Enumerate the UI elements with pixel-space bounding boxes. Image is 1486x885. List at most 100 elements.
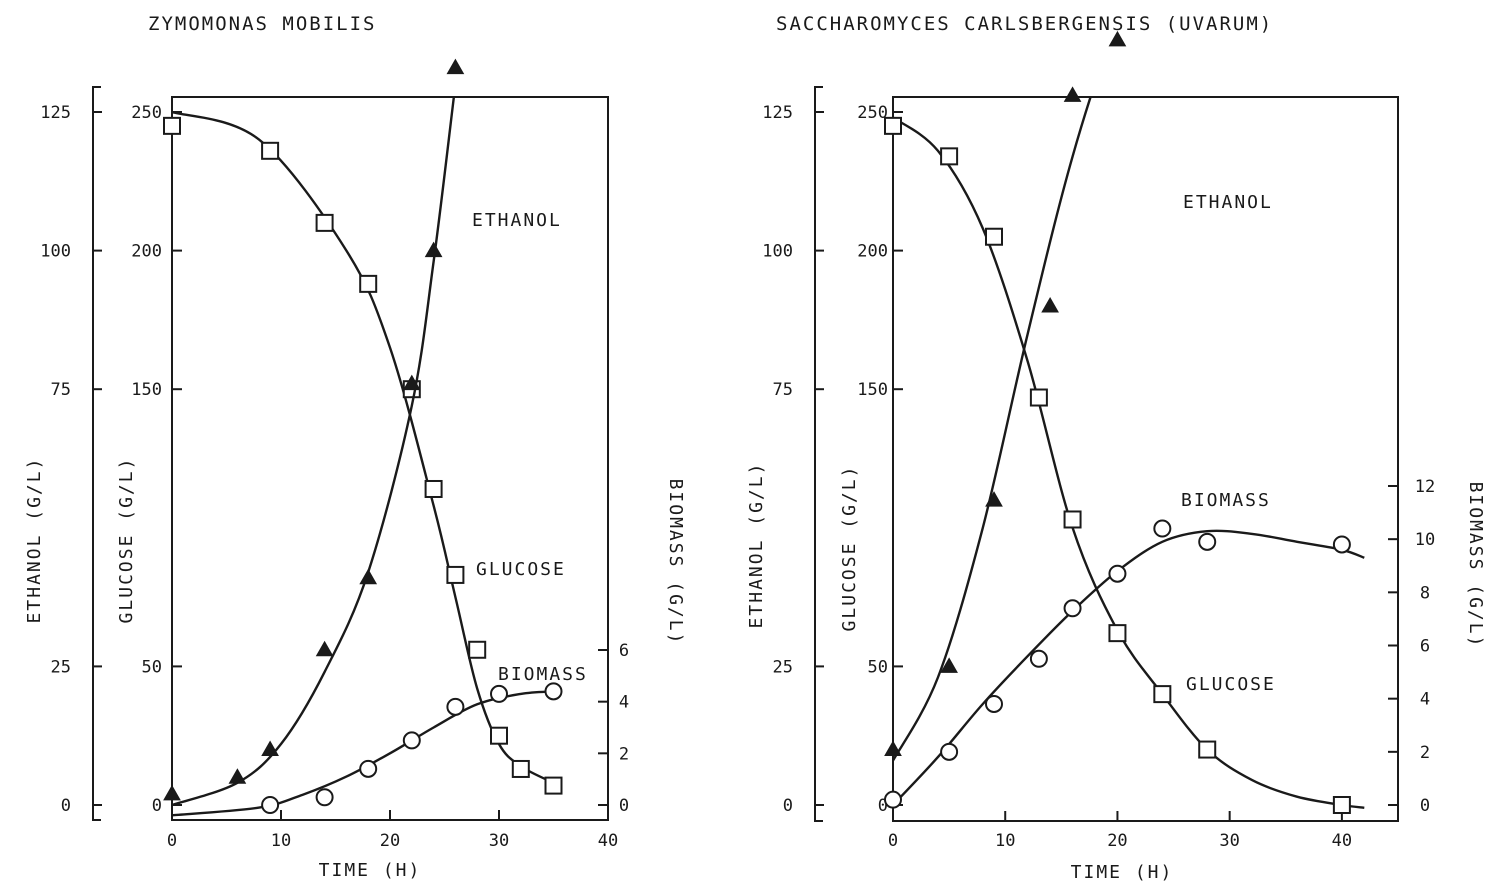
biomass-annotation: BIOMASS (498, 664, 588, 685)
glucose-point (1153, 685, 1172, 704)
panel-zymomonas: ZYMOMONAS MOBILIS ETHANOL (G/L) GLUCOSE … (24, 13, 686, 881)
glucose-tick-label: 250 (131, 103, 162, 123)
biomass-point (1198, 532, 1217, 551)
glucose-fit-curve (172, 110, 555, 784)
biomass-point (544, 682, 563, 701)
ethanol-tick-label: 100 (40, 242, 71, 262)
biomass-point (1332, 535, 1351, 554)
ethanol-tick-label: 75 (773, 380, 793, 400)
ethanol-axis-line (814, 86, 823, 822)
panel-saccharomyces: SACCHAROMYCES CARLSBERGENSIS (UVARUM) ET… (746, 13, 1486, 883)
biomass-tick-label: 0 (1420, 796, 1430, 816)
glucose-tick-label: 200 (857, 242, 888, 262)
ethanol-annotation: ETHANOL (1183, 192, 1273, 213)
glucose-fit-curve (893, 116, 1365, 809)
ethanol-point (163, 784, 181, 801)
biomass-point (1063, 599, 1082, 618)
biomass-axis-label: BIOMASS (G/L) (1465, 482, 1486, 649)
ethanol-tick-label: 125 (40, 103, 71, 123)
ethanol-point (884, 740, 902, 757)
glucose-tick-label: 200 (131, 242, 162, 262)
glucose-tick-label: 50 (142, 657, 162, 677)
biomass-point (261, 796, 280, 814)
glucose-point (261, 141, 280, 160)
glucose-point (359, 274, 378, 293)
glucose-annotation: GLUCOSE (1186, 674, 1276, 695)
ethanol-axis-label: ETHANOL (G/L) (746, 462, 767, 629)
glucose-point (163, 116, 181, 135)
glucose-tick-label: 150 (857, 380, 888, 400)
ethanol-point (1063, 86, 1082, 102)
biomass-tick-label: 8 (1420, 583, 1430, 603)
glucose-tick-label: 50 (868, 657, 888, 677)
ethanol-axis-label: ETHANOL (G/L) (24, 457, 45, 624)
x-axis-label: TIME (H) (319, 860, 422, 881)
glucose-point (1029, 388, 1048, 407)
biomass-point (359, 759, 378, 778)
ethanol-tick-label: 25 (51, 657, 71, 677)
ethanol-point (402, 374, 421, 391)
biomass-point (884, 790, 902, 809)
biomass-fit-curve (172, 690, 554, 817)
biomass-annotation: BIOMASS (1181, 490, 1271, 511)
ethanol-point (359, 568, 378, 585)
biomass-point (315, 788, 334, 807)
ethanol-point (985, 491, 1003, 507)
glucose-point (446, 565, 465, 584)
glucose-tick-label: 0 (878, 796, 888, 816)
ethanol-point (228, 768, 247, 784)
glucose-point (544, 776, 563, 795)
glucose-point (940, 147, 959, 166)
glucose-annotation: GLUCOSE (476, 559, 566, 580)
x-tick-label: 0 (888, 831, 898, 851)
biomass-tick-label: 6 (1420, 637, 1430, 657)
x-tick-label: 30 (1219, 831, 1239, 851)
glucose-point (1108, 624, 1127, 643)
glucose-tick-label: 0 (152, 796, 162, 816)
biomass-point (940, 742, 959, 761)
x-tick-label: 0 (167, 831, 177, 851)
biomass-axis-label: BIOMASS (G/L) (665, 479, 686, 646)
x-tick-label: 30 (489, 831, 509, 851)
glucose-axis-label: GLUCOSE (G/L) (116, 457, 137, 624)
x-tick-label: 40 (598, 831, 618, 851)
panel-title: SACCHAROMYCES CARLSBERGENSIS (UVARUM) (776, 13, 1273, 35)
glucose-point (1332, 796, 1351, 814)
glucose-point (490, 726, 508, 745)
biomass-tick-label: 12 (1415, 477, 1435, 497)
biomass-tick-label: 2 (1420, 743, 1430, 763)
glucose-tick-label: 250 (857, 103, 888, 123)
x-axis-label: TIME (H) (1071, 862, 1174, 883)
x-tick-label: 10 (995, 831, 1015, 851)
ethanol-tick-label: 25 (773, 657, 793, 677)
glucose-point (315, 213, 334, 232)
ethanol-axis-line (92, 86, 101, 821)
biomass-tick-label: 0 (619, 796, 629, 816)
plot-frame (171, 96, 609, 821)
x-tick-label: 20 (1107, 831, 1127, 851)
biomass-point (1029, 649, 1048, 668)
ethanol-tick-label: 100 (762, 242, 793, 262)
ethanol-point (1041, 297, 1059, 313)
biomass-tick-label: 10 (1415, 530, 1435, 550)
ethanol-fit-curve (893, 97, 1092, 762)
panel-title: ZYMOMONAS MOBILIS (148, 13, 376, 35)
glucose-point (884, 116, 902, 135)
x-tick-label: 20 (380, 831, 400, 851)
biomass-point (446, 697, 465, 716)
ethanol-tick-label: 125 (762, 103, 793, 123)
glucose-point (1063, 510, 1082, 529)
biomass-tick-label: 6 (619, 641, 629, 661)
ethanol-point (1108, 30, 1127, 47)
biomass-point (1108, 564, 1127, 583)
biomass-fit-curve (893, 529, 1365, 806)
ethanol-point (315, 640, 334, 657)
ethanol-point (261, 740, 279, 757)
ethanol-fit-curve (172, 97, 456, 807)
ethanol-tick-label: 0 (61, 796, 71, 816)
biomass-point (1153, 519, 1172, 538)
glucose-point (985, 227, 1003, 246)
biomass-tick-label: 4 (1420, 690, 1430, 710)
ethanol-point (424, 241, 443, 258)
